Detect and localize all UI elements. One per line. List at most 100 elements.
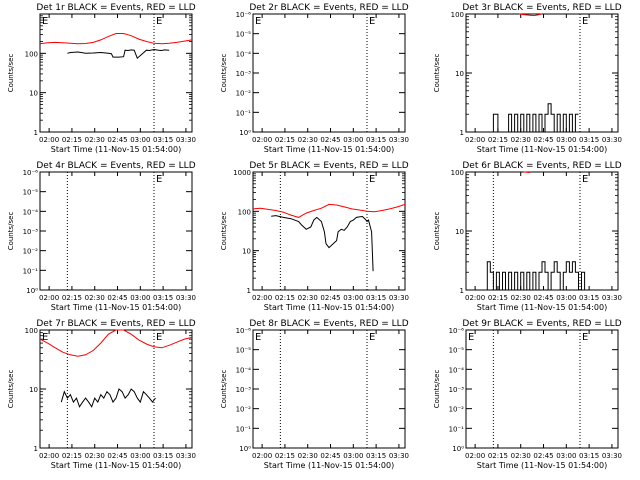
x-tick-label: 03:30 — [389, 294, 409, 302]
x-tick-label: 02:00 — [39, 452, 59, 460]
y-tick-label: 10⁻⁵ — [236, 347, 252, 355]
e-marker: E — [156, 16, 162, 27]
plot-frame — [465, 329, 619, 449]
x-tick-label: 03:15 — [366, 294, 386, 302]
y-tick-label: 10⁻⁴ — [449, 366, 465, 374]
x-tick-label: 03:30 — [176, 452, 196, 460]
y-tick-label: 10⁰ — [452, 445, 464, 453]
y-tick-label: 10⁻⁴ — [236, 50, 252, 58]
x-tick-label: 03:00 — [343, 294, 363, 302]
e-marker: E — [369, 332, 375, 343]
x-tick-label: 02:45 — [533, 294, 553, 302]
x-tick-label: 02:30 — [85, 452, 105, 460]
x-tick-label: 02:00 — [252, 294, 272, 302]
x-tick-label: 02:15 — [488, 136, 508, 144]
x-tick-label: 02:15 — [275, 136, 295, 144]
x-tick-label: 03:30 — [602, 294, 622, 302]
e-marker: E — [468, 332, 474, 343]
x-tick-label: 02:45 — [533, 452, 553, 460]
plot-frame — [39, 329, 193, 449]
panel-title: Det 2r BLACK = Events, RED = LLD — [249, 3, 408, 13]
series-line-black — [60, 388, 156, 408]
series-line-black — [67, 48, 170, 60]
x-tick-label: 03:30 — [176, 294, 196, 302]
x-tick-label: 03:30 — [389, 452, 409, 460]
x-tick-label: 02:15 — [62, 136, 82, 144]
x-axis-label: Start Time (11-Nov-15 01:54:00) — [477, 461, 607, 470]
plot-frame — [252, 13, 406, 133]
y-tick-label: 10⁻⁶ — [449, 327, 465, 335]
x-tick-label: 02:00 — [39, 294, 59, 302]
y-tick-label: 10⁰ — [239, 445, 251, 453]
x-tick-label: 02:30 — [511, 452, 531, 460]
series-line-red — [519, 13, 543, 17]
y-tick-label: 10⁻³ — [449, 386, 465, 394]
y-tick-label: 10⁻⁶ — [23, 169, 39, 177]
y-tick-label: 1 — [34, 129, 38, 137]
e-marker: E — [369, 16, 375, 27]
x-tick-label: 02:45 — [107, 294, 127, 302]
x-tick-label: 03:30 — [389, 136, 409, 144]
x-axis-label: Start Time (11-Nov-15 01:54:00) — [51, 303, 181, 312]
y-axis-label: Counts/sec — [220, 370, 228, 409]
panel-title: Det 9r BLACK = Events, RED = LLD — [462, 319, 621, 329]
x-tick-label: 02:45 — [533, 136, 553, 144]
x-axis-label: Start Time (11-Nov-15 01:54:00) — [51, 461, 181, 470]
e-marker: E — [42, 332, 48, 343]
y-tick-label: 10⁻³ — [23, 228, 39, 236]
x-tick-label: 03:15 — [579, 452, 599, 460]
y-tick-label: 1 — [460, 129, 464, 137]
panel-title: Det 3r BLACK = Events, RED = LLD — [462, 3, 621, 13]
x-tick-label: 03:15 — [366, 136, 386, 144]
panel-det-2: Det 2r BLACK = Events, RED = LLD 02:00 02:… — [220, 3, 409, 154]
x-tick-label: 02:30 — [85, 294, 105, 302]
x-tick-label: 03:00 — [343, 452, 363, 460]
x-tick-label: 03:15 — [153, 294, 173, 302]
x-tick-label: 03:00 — [556, 294, 576, 302]
y-axis-label: Counts/sec — [433, 54, 441, 93]
x-tick-label: 03:30 — [602, 452, 622, 460]
x-tick-label: 02:00 — [465, 294, 485, 302]
x-tick-label: 02:45 — [107, 452, 127, 460]
y-tick-label: 100 — [238, 208, 251, 216]
x-tick-label: 02:30 — [511, 136, 531, 144]
x-tick-label: 03:30 — [176, 136, 196, 144]
y-tick-label: 10 — [29, 386, 38, 394]
y-tick-label: 10⁻⁵ — [236, 31, 252, 39]
y-axis-label: Counts/sec — [7, 212, 15, 251]
x-tick-label: 02:45 — [320, 452, 340, 460]
y-axis-label: Counts/sec — [220, 212, 228, 251]
e-marker: E — [255, 16, 261, 27]
x-tick-label: 02:15 — [488, 452, 508, 460]
x-tick-label: 02:30 — [511, 294, 531, 302]
x-tick-label: 03:30 — [602, 136, 622, 144]
y-tick-label: 10⁰ — [239, 129, 251, 137]
plot-frame — [39, 13, 193, 133]
y-tick-label: 10⁻¹ — [449, 425, 465, 433]
e-marker: E — [42, 16, 48, 27]
e-marker: E — [582, 332, 588, 343]
plot-frame — [252, 329, 406, 449]
e-marker: E — [582, 174, 588, 185]
y-tick-label: 10⁻¹ — [236, 425, 252, 433]
series-line-red — [39, 329, 193, 357]
y-axis-label: Counts/sec — [7, 54, 15, 93]
x-tick-label: 02:00 — [465, 136, 485, 144]
x-tick-label: 03:00 — [556, 452, 576, 460]
series-line-red — [252, 203, 406, 218]
y-tick-label: 10⁻³ — [236, 70, 252, 78]
x-axis-label: Start Time (11-Nov-15 01:54:00) — [264, 145, 394, 154]
x-tick-label: 02:15 — [488, 294, 508, 302]
e-marker: E — [156, 174, 162, 185]
y-axis-label: Counts/sec — [433, 370, 441, 409]
panel-title: Det 5r BLACK = Events, RED = LLD — [249, 161, 408, 171]
y-tick-label: 10⁻¹ — [236, 109, 252, 117]
y-tick-label: 10⁻⁵ — [23, 189, 39, 197]
x-tick-label: 02:15 — [275, 452, 295, 460]
x-tick-label: 02:00 — [252, 136, 272, 144]
